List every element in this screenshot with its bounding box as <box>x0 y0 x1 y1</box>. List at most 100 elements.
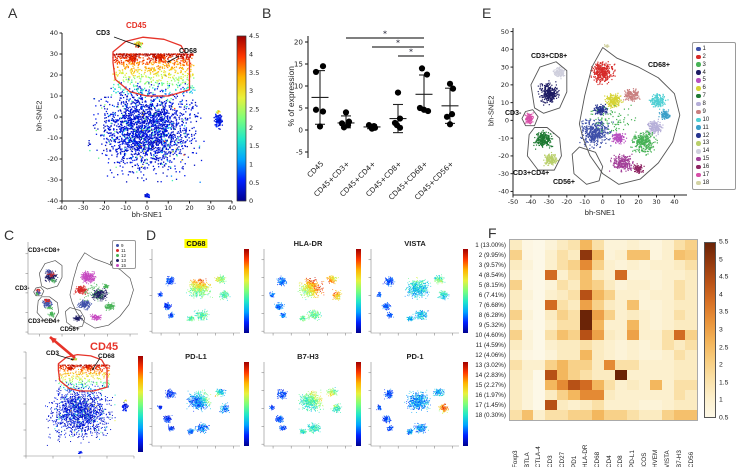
legend-label: 17 <box>702 171 710 178</box>
legend-label: 10 <box>702 116 710 123</box>
heatmap-cell <box>580 380 592 390</box>
legend-label: 7 <box>702 93 706 100</box>
heatmap-cell <box>521 290 534 300</box>
heatmap-cell <box>568 340 581 350</box>
heatmap-column-label: VISTA <box>664 450 672 467</box>
heatmap-cell <box>521 240 534 250</box>
heatmap-cell <box>626 240 639 250</box>
heatmap-cell <box>661 270 674 280</box>
heatmap-cell <box>510 350 522 360</box>
heatmap-cell <box>685 350 697 360</box>
panel-e-cd3neg-label: CD3- <box>505 110 522 117</box>
heatmap-cell <box>556 300 569 310</box>
heatmap-cell <box>603 280 616 290</box>
heatmap-cell <box>545 370 557 380</box>
heatmap-colorbar-tick: 1.5 <box>719 379 729 387</box>
legend-item: 9 <box>116 243 132 248</box>
heatmap-cell <box>626 370 639 380</box>
panel-c-cd3cd4-label: CD3+CD4+ <box>28 318 60 325</box>
heatmap-cell <box>580 360 592 370</box>
heatmap-cell <box>556 410 569 420</box>
legend-item: 12 <box>116 253 132 258</box>
legend-color-dot <box>696 101 701 107</box>
legend-label: 16 <box>702 164 710 171</box>
heatmap-cell <box>603 380 616 390</box>
heatmap-cell <box>650 300 662 310</box>
heatmap-cell <box>650 270 662 280</box>
heatmap-column-label: CD4 <box>605 455 613 467</box>
heatmap-colorbar-tick: 3 <box>719 326 723 334</box>
heatmap-colorbar-tick: 5.5 <box>719 238 729 246</box>
heatmap-cell <box>556 330 569 340</box>
heatmap-cell <box>603 320 616 330</box>
legend-label: 13 <box>702 140 710 147</box>
heatmap-cell <box>533 380 546 390</box>
legend-label: 13 <box>121 258 127 263</box>
heatmap-cell <box>685 240 697 250</box>
legend-color-dot <box>696 62 701 67</box>
heatmap-cell <box>545 390 557 400</box>
heatmap-cell <box>591 320 604 330</box>
heatmap-cell <box>638 310 651 320</box>
heatmap-colorbar-tick: 2 <box>719 361 723 369</box>
heatmap-cell <box>615 280 627 290</box>
heatmap-cell <box>661 250 674 260</box>
heatmap-colorbar-tick: 4.5 <box>719 273 729 281</box>
heatmap-cell <box>591 380 604 390</box>
legend-color-dot <box>696 86 701 91</box>
heatmap-cell <box>545 280 557 290</box>
heatmap-cell <box>591 250 604 260</box>
heatmap-cell <box>650 290 662 300</box>
heatmap-cell <box>533 360 546 370</box>
heatmap-cell <box>650 360 662 370</box>
heatmap-cell <box>510 320 522 330</box>
heatmap-column-label: BTLA <box>523 452 531 467</box>
heatmap-cell <box>685 300 697 310</box>
heatmap-cell <box>615 270 627 280</box>
heatmap-cell <box>661 360 674 370</box>
legend-label: 12 <box>702 132 710 139</box>
panel-e-cd3cd4-label: CD3+CD4+ <box>513 170 550 177</box>
legend-color-dot <box>696 70 701 75</box>
heatmap-cell <box>685 320 697 330</box>
heatmap-cell <box>533 310 546 320</box>
heatmap-column-label: ICOS <box>640 452 648 467</box>
heatmap-cell <box>556 270 569 280</box>
panel-c-cd3-label: CD3 <box>46 350 60 357</box>
legend-label: 15 <box>121 263 127 268</box>
heatmap-cell <box>661 290 674 300</box>
heatmap-cell <box>626 280 639 290</box>
heatmap-cell <box>521 320 534 330</box>
heatmap-cell <box>533 300 546 310</box>
legend-item: 4 <box>696 70 732 76</box>
heatmap-cell <box>603 350 616 360</box>
heatmap-cell <box>580 400 592 410</box>
legend-color-dot <box>696 78 701 83</box>
heatmap-cell <box>685 360 697 370</box>
heatmap-cell <box>615 390 627 400</box>
legend-item: 9 <box>696 109 732 115</box>
panel-e-legend: 1 2 3 4 5 6 7 8 9 10 11 12 13 14 15 16 17 18 <box>692 42 736 190</box>
heatmap-cell <box>685 280 697 290</box>
heatmap-cell <box>661 340 674 350</box>
legend-label: 9 <box>702 108 706 115</box>
heatmap-colorbar-tick: 0.5 <box>719 414 729 422</box>
heatmap-cell <box>661 310 674 320</box>
heatmap-cell <box>510 250 522 260</box>
heatmap-cell <box>638 360 651 370</box>
heatmap-cell <box>626 330 639 340</box>
heatmap-cell <box>626 260 639 270</box>
legend-item: 10 <box>696 117 732 123</box>
heatmap-cell <box>661 410 674 420</box>
heatmap-cell <box>685 340 697 350</box>
legend-item: 7 <box>696 93 732 99</box>
heatmap-cell <box>591 370 604 380</box>
heatmap-cell <box>673 270 686 280</box>
legend-color-dot <box>696 54 701 60</box>
heatmap-cell <box>521 250 534 260</box>
heatmap-cell <box>568 290 581 300</box>
heatmap-cell <box>568 390 581 400</box>
heatmap-cell <box>661 320 674 330</box>
heatmap-colorbar-tick: 2.5 <box>719 344 729 352</box>
legend-item: 11 <box>116 248 132 253</box>
